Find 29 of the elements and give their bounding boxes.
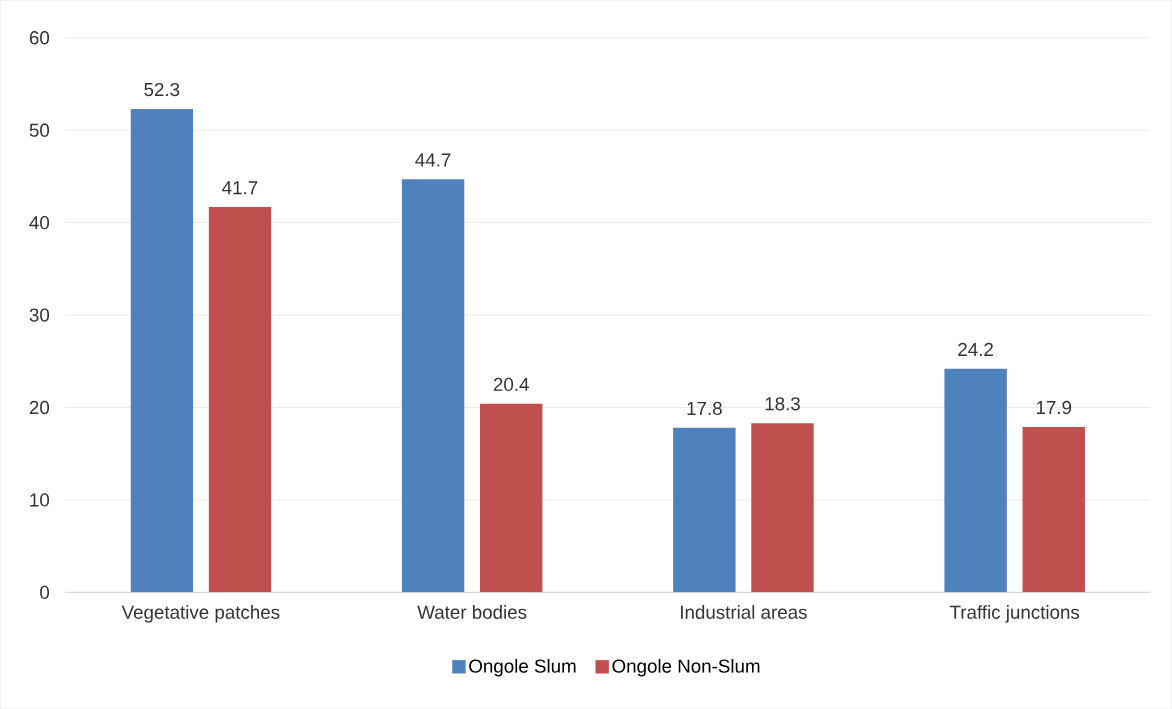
y-tick-label: 10: [30, 493, 50, 507]
x-tick-label: Industrial areas: [681, 605, 807, 620]
x-tick-label: Water bodies: [417, 605, 527, 620]
data-label: 17.9: [1036, 401, 1072, 415]
bar: [401, 179, 465, 593]
bar: [751, 423, 814, 593]
x-tick-label: Traffic junctions: [949, 605, 1080, 623]
y-tick-label: 0: [40, 585, 50, 600]
data-label: 20.4: [493, 377, 529, 392]
y-tick-label: 30: [29, 308, 50, 322]
y-tick-label: 20: [29, 401, 50, 415]
y-tick-label: 60: [29, 31, 50, 45]
legend-label: Ongole Slum: [469, 659, 576, 677]
data-label: 18.3: [765, 397, 800, 411]
data-label: 17.8: [687, 402, 722, 416]
bar: [480, 404, 543, 593]
y-tick-label: 40: [29, 216, 50, 230]
bar: [130, 109, 194, 593]
x-tick-label: Vegetative patches: [121, 605, 280, 623]
data-label: 24.2: [958, 343, 993, 357]
data-label: 41.7: [222, 181, 258, 195]
bar: [208, 207, 272, 593]
y-tick-label: 50: [29, 123, 50, 138]
bar: [944, 368, 1007, 593]
data-label: 44.7: [415, 153, 451, 167]
legend-label: Ongole Non-Slum: [612, 659, 760, 677]
data-label: 52.3: [144, 83, 180, 97]
bar: [673, 428, 736, 593]
bar: [1022, 427, 1085, 593]
